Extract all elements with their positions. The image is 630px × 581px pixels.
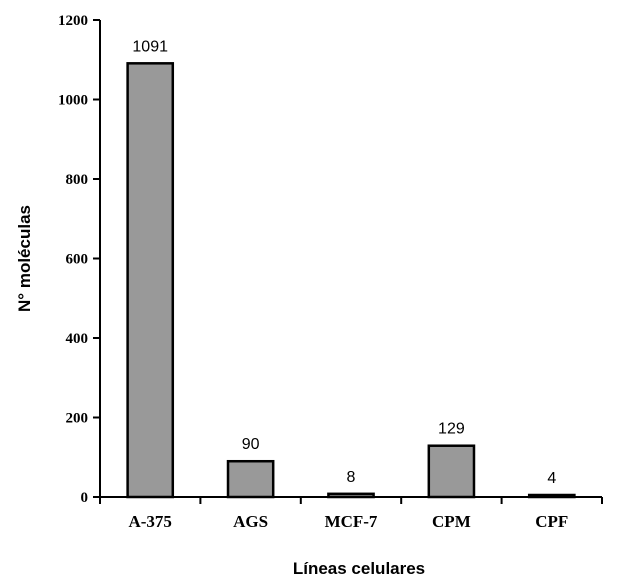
y-tick-label: 1000: [58, 93, 88, 109]
x-tick-label-mcf-7: MCF-7: [325, 512, 378, 531]
data-label-mcf-7: 8: [347, 469, 356, 486]
labels-group: 1091 A-375 90 AGS 8 MCF-7 129 CPM 4 CPF: [128, 38, 568, 531]
x-axis-title: Líneas celulares: [293, 559, 425, 578]
y-tick-label: 800: [66, 172, 89, 188]
bar-a-375: [126, 62, 175, 499]
bar-cpf: [527, 493, 576, 499]
data-label-cpm: 129: [438, 421, 465, 438]
y-tick-label: 200: [66, 411, 89, 427]
x-tick-label-cpf: CPF: [535, 512, 568, 531]
y-tick-label: 0: [81, 490, 89, 506]
y-tick-label: 400: [66, 331, 89, 347]
y-axis: 0 200 400 600 800 1000 1200: [58, 13, 101, 506]
data-label-ags: 90: [242, 436, 260, 453]
y-tick-label: 600: [66, 252, 89, 268]
y-tick-label: 1200: [58, 13, 88, 29]
bar-mcf-7: [327, 492, 375, 499]
bar-cpm: [427, 444, 476, 499]
data-label-a-375: 1091: [132, 38, 168, 55]
x-tick-label-ags: AGS: [233, 512, 268, 531]
x-tick-label-a-375: A-375: [128, 512, 171, 531]
x-tick-label-cpm: CPM: [432, 512, 471, 531]
data-label-cpf: 4: [547, 470, 556, 487]
bars-group: [126, 62, 576, 499]
y-axis-title: N° moléculas: [15, 205, 34, 312]
bar-ags: [226, 459, 275, 499]
